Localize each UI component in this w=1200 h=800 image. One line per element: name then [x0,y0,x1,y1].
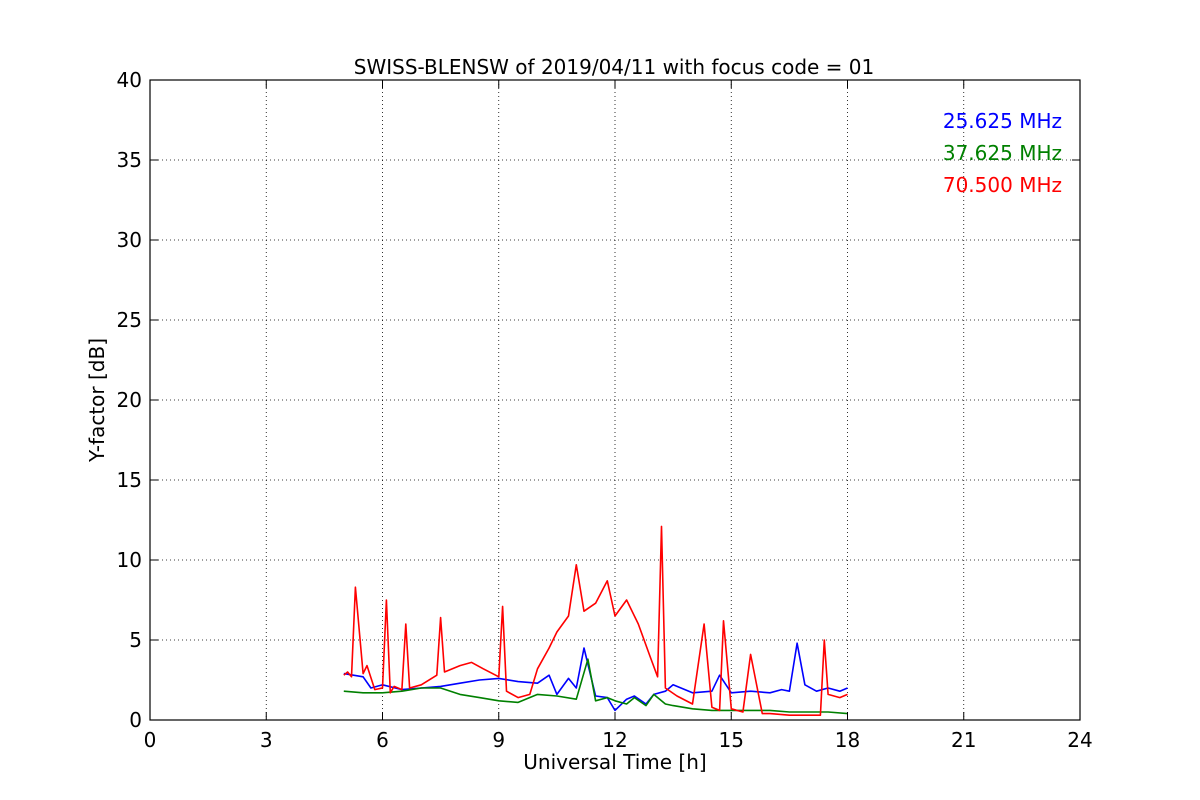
legend: 25.625 MHz 37.625 MHz 70.500 MHz [943,109,1062,197]
x-tick-label: 15 [719,728,744,752]
legend-entry-1: 25.625 MHz [943,109,1062,133]
x-tick-label: 21 [951,728,976,752]
x-tick-label: 24 [1067,728,1092,752]
x-tick-label: 18 [835,728,860,752]
y-tick-label: 40 [117,68,142,92]
y-tick-label: 35 [117,148,142,172]
legend-entry-2: 37.625 MHz [943,141,1062,165]
series-line-2 [343,658,848,715]
y-tick-label: 30 [117,228,142,252]
x-tick-label: 0 [144,728,157,752]
x-tick-label: 12 [602,728,627,752]
y-tick-label: 10 [117,548,142,572]
y-tick-label: 15 [117,468,142,492]
y-tick-label: 0 [129,708,142,732]
axis-ticks: 0 3 6 9 12 15 18 21 24 0 5 10 15 20 25 30 35 40 [117,68,1093,752]
legend-entry-3: 70.500 MHz [943,173,1062,197]
x-tick-label: 6 [376,728,389,752]
y-axis-label: Y-factor [dB] [85,338,109,463]
x-tick-label: 3 [260,728,273,752]
x-axis-label: Universal Time [h] [523,750,706,774]
y-tick-label: 25 [117,308,142,332]
series-lines [343,525,848,717]
x-tick-label: 9 [492,728,505,752]
y-tick-label: 5 [129,628,142,652]
y-tick-label: 20 [117,388,142,412]
chart-title: SWISS-BLENSW of 2019/04/11 with focus co… [354,55,875,79]
series-line-3 [343,525,848,717]
series-line-1 [343,642,848,712]
